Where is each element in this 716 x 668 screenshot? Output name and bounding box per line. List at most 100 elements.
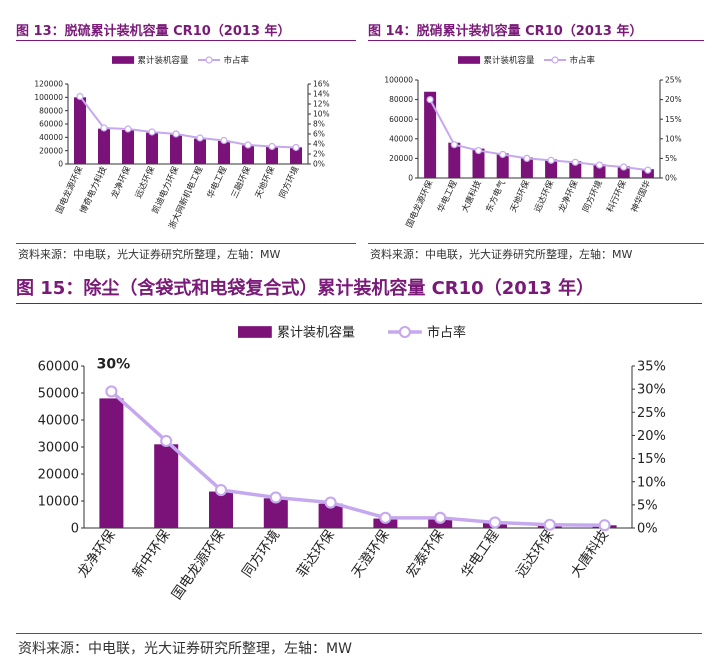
y-right-tick-label: 30% (637, 383, 666, 398)
x-category-label: 科行环保 (605, 178, 630, 214)
y-right-tick-label: 0% (313, 160, 325, 169)
y-left-tick-label: 60000 (389, 115, 413, 124)
share-point (269, 491, 282, 504)
y-left-tick-label: 20000 (39, 146, 63, 155)
legend-label-line: 市占率 (570, 55, 596, 66)
bar (424, 91, 437, 178)
bar (146, 132, 158, 164)
y-right-tick-label: 2% (313, 150, 325, 159)
y-left-tick-label: 0 (58, 160, 63, 169)
legend-swatch-bar (112, 56, 135, 64)
share-point (76, 92, 84, 101)
y-right-tick-label: 14% (313, 90, 330, 99)
bar (99, 398, 124, 528)
y-left-tick-label: 80000 (39, 106, 63, 115)
share-point (523, 154, 531, 163)
share-point (172, 130, 180, 138)
bar (545, 159, 558, 178)
legend-label-bar: 累计装机容量 (138, 55, 190, 66)
x-category-label: 华电工程 (205, 164, 230, 200)
y-left-tick-label: 10000 (38, 495, 79, 510)
bar (472, 148, 485, 178)
figure-14-title: 图 14：脱硝累计装机容量 CR10（2013 年） (368, 24, 643, 39)
y-right-tick-label: 35% (637, 360, 666, 375)
x-category-label: 天澄环保 (349, 527, 393, 581)
share-point (571, 158, 579, 166)
legend-label-bar: 累计装机容量 (277, 325, 355, 341)
y-right-tick-label: 10% (637, 475, 666, 490)
y-left-tick-label: 40000 (39, 133, 63, 142)
y-right-tick-label: 0% (665, 174, 677, 183)
share-point (644, 166, 652, 174)
bar (448, 142, 461, 178)
bar (218, 140, 230, 164)
bar (209, 491, 233, 528)
x-category-label: 远达环保 (133, 164, 158, 200)
x-category-label: 同方环境 (580, 178, 605, 214)
x-category-label: 神华国华 (629, 178, 654, 214)
share-point (196, 134, 204, 142)
figure-13-title-rule (16, 40, 356, 41)
y-left-tick-label: 0 (71, 522, 79, 537)
data-annotation: 30% (97, 356, 131, 372)
y-right-tick-label: 16% (313, 80, 330, 89)
y-left-tick-label: 60000 (39, 120, 63, 129)
share-point (598, 519, 611, 532)
y-right-tick-label: 10% (313, 110, 330, 119)
y-right-tick-label: 4% (313, 140, 325, 149)
y-right-tick-label: 25% (665, 76, 682, 85)
x-category-label: 同方环境 (239, 527, 283, 580)
x-category-label: 国电龙源环保 (169, 527, 229, 603)
share-line (110, 390, 605, 527)
y-left-tick-label: 100000 (34, 93, 63, 102)
share-point (499, 150, 507, 159)
figure-14-source-rule (368, 243, 704, 244)
figure-15-chart: 累计装机容量 市占率 0 10000 20000 30000 40000 50000 60000… (38, 325, 666, 603)
y-left-tick-label: 0 (408, 174, 413, 183)
figure-15-source: 资料来源：中电联，光大证券研究所整理，左轴：MW (18, 641, 352, 657)
legend-label-line: 市占率 (224, 55, 250, 66)
bar (74, 97, 86, 164)
legend-label-line: 市占率 (427, 325, 466, 341)
y-right-tick-label: 20% (665, 95, 682, 104)
bar (266, 146, 278, 164)
legend-swatch-bar (458, 56, 481, 64)
x-category-label: 远达环保 (513, 527, 557, 581)
share-point (434, 511, 447, 524)
bar (569, 161, 582, 178)
y-left-tick-label: 60000 (38, 360, 79, 375)
bar (122, 130, 134, 164)
y-right-tick-label: 15% (665, 115, 682, 124)
share-point (214, 483, 228, 497)
share-point (379, 511, 392, 524)
y-left-tick-label: 20000 (389, 154, 413, 163)
x-category-label: 宏泰环保 (403, 527, 447, 581)
figure-14-source: 资料来源：中电联，光大证券研究所整理，左轴：MW (370, 248, 633, 261)
share-point (450, 141, 458, 149)
bar (496, 153, 509, 178)
x-category-label: 龙净环保 (109, 164, 134, 200)
x-category-label: 龙净环保 (556, 178, 581, 214)
y-left-tick-label: 120000 (34, 80, 63, 89)
bar (98, 128, 110, 164)
x-category-label: 天地环保 (253, 164, 278, 200)
share-point (124, 125, 132, 133)
share-point (324, 496, 337, 509)
y-left-tick-label: 50000 (38, 387, 79, 402)
bar (242, 145, 254, 164)
x-category-label: 大唐科技 (567, 526, 612, 580)
share-point (547, 156, 555, 164)
x-category-label: 国电龙源环保 (404, 178, 436, 229)
y-right-tick-label: 5% (665, 154, 677, 163)
share-line (429, 99, 649, 172)
share-point (292, 143, 300, 152)
legend-swatch-bar (238, 326, 272, 338)
legend-marker-line (205, 56, 213, 64)
x-category-label: 大唐科技 (459, 178, 484, 214)
share-point (620, 163, 628, 171)
share-point (220, 136, 228, 145)
y-right-tick-label: 5% (637, 498, 658, 513)
x-category-label: 龙净环保 (75, 527, 119, 581)
x-category-label: 东方电气 (484, 178, 509, 214)
legend-label-bar: 累计装机容量 (484, 55, 536, 66)
